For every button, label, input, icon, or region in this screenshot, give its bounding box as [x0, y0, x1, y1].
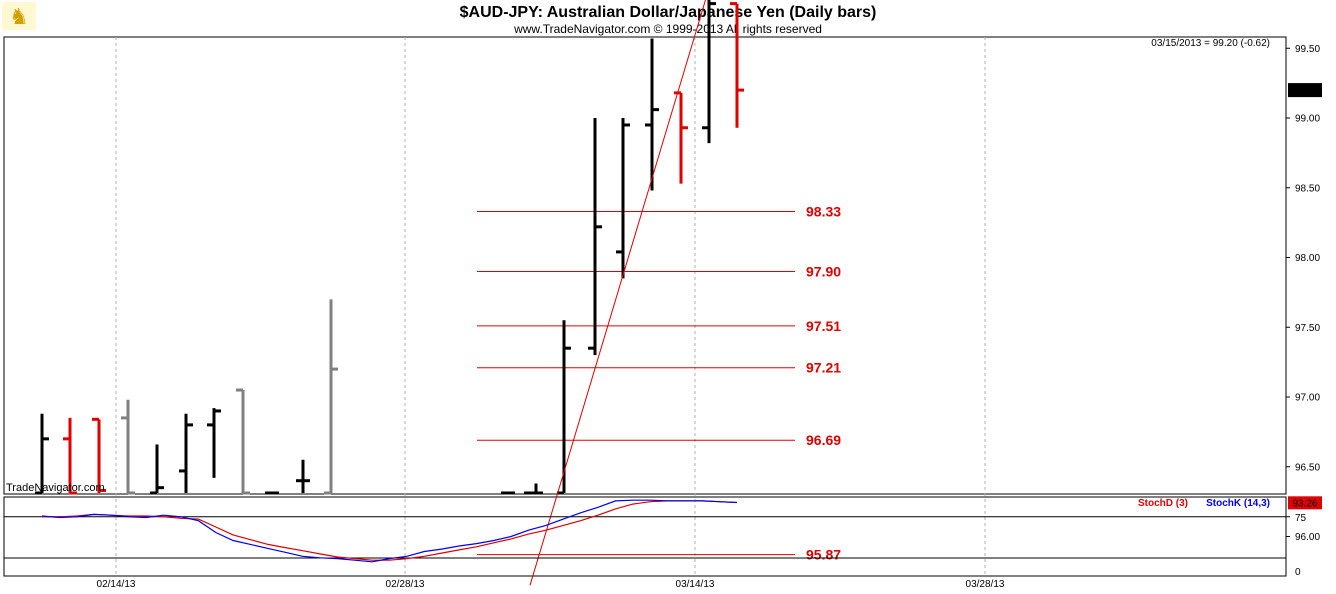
last-quote: 03/15/2013 = 99.20 (-0.62)	[1151, 38, 1270, 49]
current-price-box	[1288, 83, 1322, 98]
price-tick-label: 96.00	[1295, 532, 1320, 543]
stoch-series-line	[41, 499, 738, 563]
stoch-series-line	[42, 500, 738, 561]
gridlines	[115, 37, 986, 576]
price-tick-label: 99.00	[1295, 114, 1320, 125]
stoch-legend-d: StochD (3)	[1138, 498, 1188, 509]
fib-level-label: 98.33	[806, 203, 841, 219]
trendline	[529, 0, 707, 586]
price-axis: 102.00101.50101.00100.50100.0099.5099.00…	[1286, 44, 1322, 543]
date-tick-label: 02/14/13	[97, 579, 136, 590]
current-price-label: 99.20	[1292, 86, 1317, 97]
chart-title: $AUD-JPY: Australian Dollar/Japanese Yen…	[460, 4, 877, 21]
stoch-tick-label: 0	[1295, 567, 1301, 578]
fib-level-label: 96.69	[806, 432, 841, 448]
date-tick-label: 02/28/13	[386, 579, 425, 590]
price-tick-label: 99.50	[1295, 44, 1320, 55]
date-tick-label: 03/14/13	[676, 579, 715, 590]
price-tick-label: 98.50	[1295, 183, 1320, 194]
stoch-panel-border	[3, 496, 1287, 577]
watermark: TradeNavigator.com	[6, 482, 105, 494]
level-lines: 101.81100.7999.93100.98100.0898.3397.909…	[477, 203, 841, 563]
fib-level-label: 97.21	[806, 360, 841, 376]
fib-level-label: 97.90	[806, 263, 841, 279]
price-panel-border	[3, 36, 1287, 495]
stoch-value-label: 93.26	[1292, 498, 1317, 509]
price-tick-label: 98.00	[1295, 253, 1320, 264]
fib-level-label: 95.87	[806, 547, 841, 563]
stochastic-panel: 75 0 93.26 StochD (3) StochK (14,3)	[4, 496, 1322, 578]
stoch-tick-label: 75	[1295, 513, 1307, 524]
svg-text:♞: ♞	[9, 5, 29, 30]
stoch-value-box	[1288, 496, 1322, 510]
copyright-notice: www.TradeNavigator.com © 1999-2013 All r…	[513, 22, 822, 36]
price-tick-label: 97.00	[1295, 393, 1320, 404]
stoch-legend-k: StochK (14,3)	[1206, 498, 1270, 509]
plot-frame	[3, 36, 1287, 577]
price-bars	[35, 0, 744, 495]
trend-line	[529, 0, 707, 586]
date-axis: 02/14/13 02/28/13 03/14/13 03/28/13	[97, 579, 1005, 590]
date-tick-label: 03/28/13	[966, 579, 1005, 590]
tradenavigator-logo-icon[interactable]: ♞	[2, 2, 36, 30]
price-tick-label: 96.50	[1295, 462, 1320, 473]
fib-level-label: 97.51	[806, 318, 841, 334]
price-tick-label: 97.50	[1295, 323, 1320, 334]
